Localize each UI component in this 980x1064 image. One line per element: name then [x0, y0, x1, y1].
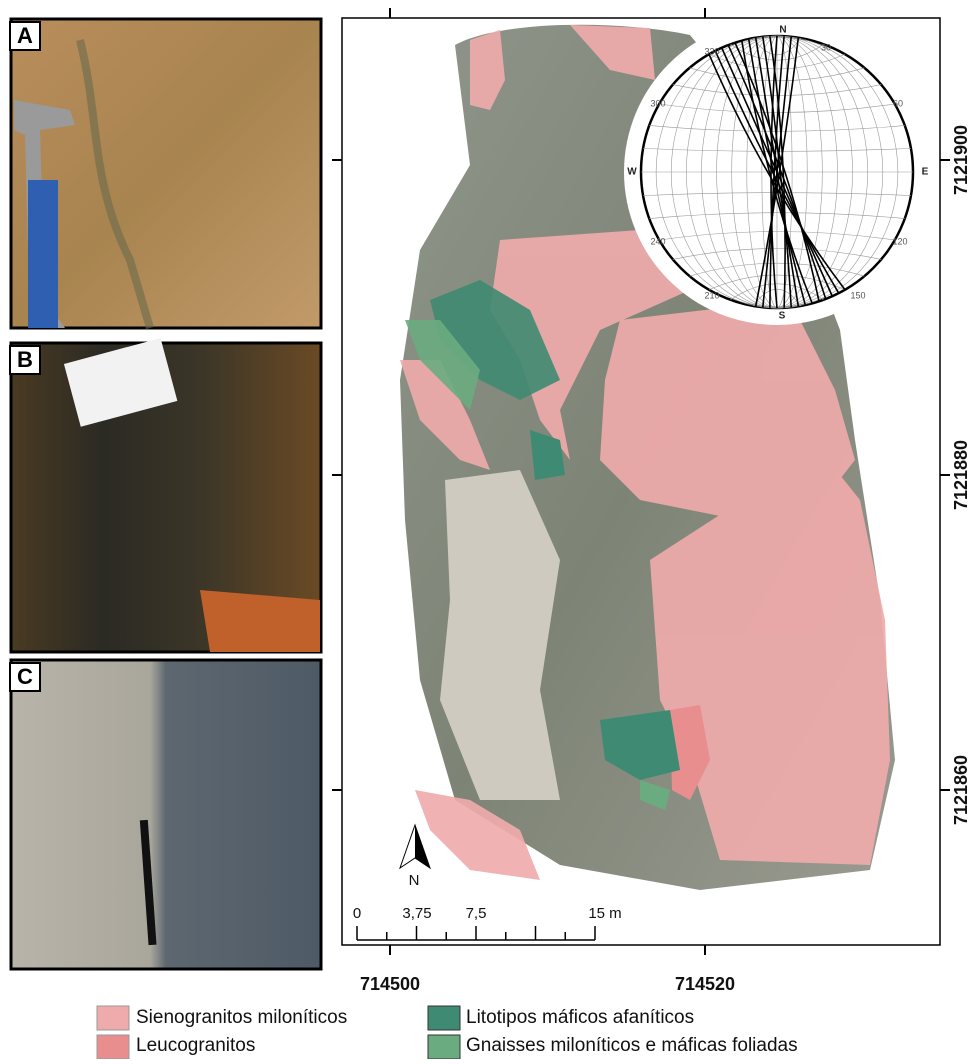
net-label: 300: [650, 98, 665, 108]
pen: [139, 819, 157, 946]
photo-a: [9, 17, 323, 330]
scale-label: 15 m: [588, 905, 621, 922]
y-coord: 7121900: [951, 125, 971, 195]
panel-label: C: [17, 664, 33, 689]
outcrop-light: [440, 470, 560, 800]
leucogranito-area: [670, 705, 710, 800]
net-label: N: [779, 25, 786, 36]
net-label: 210: [704, 290, 719, 300]
gneiss-area: [640, 780, 670, 810]
net-label: 330: [704, 46, 719, 56]
mafic-area: [430, 280, 560, 400]
scale-bar: [356, 926, 596, 941]
area: [400, 360, 490, 470]
oxide: [200, 590, 320, 652]
vein: [76, 39, 154, 330]
x-coord: 714500: [360, 974, 420, 994]
scale-card: [63, 338, 178, 427]
net-label: 150: [850, 290, 865, 300]
legend-label: Litotipos máficos afaníticos: [466, 1007, 694, 1028]
legend-swatch: [96, 1034, 130, 1060]
net-label: 240: [650, 236, 665, 246]
great-circle: [770, 35, 778, 309]
photo-c: [9, 658, 323, 971]
net-label: W: [627, 167, 637, 178]
area: [570, 25, 655, 80]
mafic-area: [600, 710, 680, 780]
north-arrow-half: [415, 825, 430, 868]
panel-label: B: [17, 347, 33, 372]
legend-label: Sienogranitos miloníticos: [136, 1007, 347, 1028]
planes: [708, 35, 846, 309]
net-label: 120: [892, 236, 907, 246]
sienogranitos-areas: [400, 25, 890, 880]
great-circle: [761, 36, 793, 308]
net-label: E: [922, 167, 929, 178]
label-box: [9, 21, 41, 51]
net-label: 30: [821, 42, 831, 52]
north-label: N: [409, 872, 420, 889]
net-label: S: [779, 311, 786, 322]
great-circle: [769, 36, 785, 308]
scale-label: 3,75: [402, 905, 431, 922]
legend-swatch: [427, 1005, 461, 1031]
y-coord: 7121880: [951, 440, 971, 510]
label-box: [9, 345, 41, 375]
legend-label: Leucogranitos: [136, 1035, 255, 1056]
area: [470, 30, 505, 110]
mafic-area: [530, 430, 565, 480]
legend-swatch: [427, 1034, 461, 1060]
net-label: 60: [893, 98, 903, 108]
area: [415, 790, 540, 880]
x-coord: 714520: [675, 974, 735, 994]
area: [490, 230, 690, 460]
great-circle: [754, 37, 800, 307]
label-box: [9, 662, 41, 692]
legend-swatch: [96, 1005, 130, 1031]
scale-label: 0: [353, 905, 361, 922]
hammer-handle: [28, 180, 58, 328]
panel-label: A: [17, 23, 33, 48]
scale-label: 7,5: [466, 905, 487, 922]
y-coord: 7121860: [951, 755, 971, 825]
gneiss-area: [405, 320, 480, 410]
area: [650, 450, 890, 865]
legend-label: Gnaisses miloníticos e máficas foliadas: [466, 1035, 798, 1056]
